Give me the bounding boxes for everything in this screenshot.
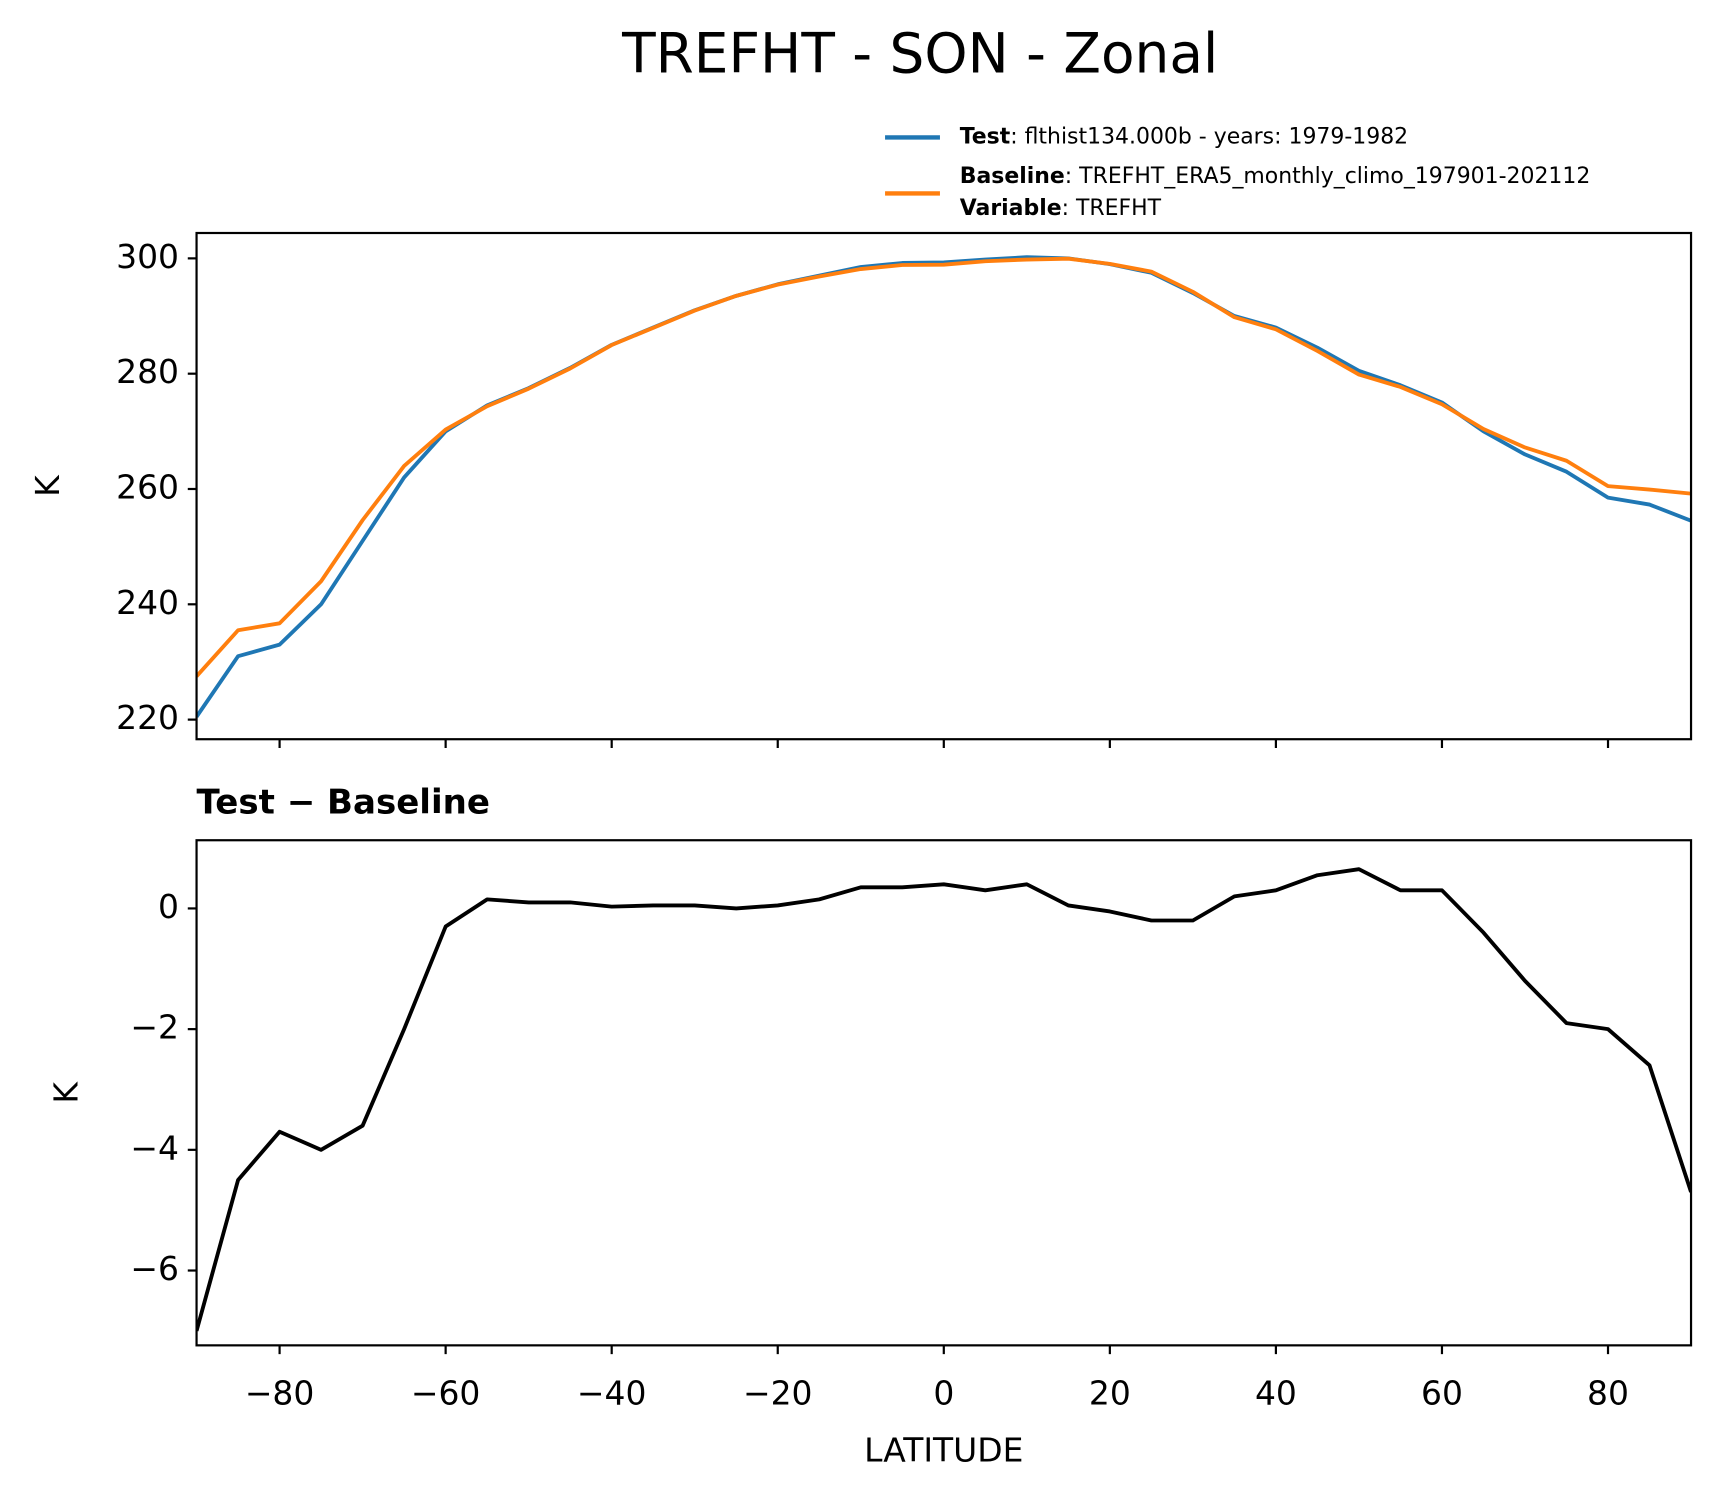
legend-note-text: : TREFHT: [1062, 196, 1162, 221]
subplot-title: Test − Baseline: [197, 783, 490, 823]
x-tick-label: −60: [411, 1373, 481, 1412]
legend-text: : TREFHT_ERA5_monthly_climo_197901-20211…: [1065, 164, 1591, 189]
y-tick-label: 280: [116, 352, 179, 391]
x-tick-label: 20: [1089, 1373, 1131, 1412]
y-axis-label: K: [28, 474, 67, 497]
legend-label: Test: flthist134.000b - years: 1979-1982: [960, 124, 1408, 149]
chart-title: TREFHT - SON - Zonal: [621, 21, 1218, 85]
legend-note: Variable: TREFHT: [960, 196, 1162, 221]
x-tick-label: −20: [743, 1373, 813, 1412]
data-line: [196, 255, 1692, 718]
y-tick-label: 220: [116, 698, 179, 737]
y-tick-label: −6: [130, 1249, 179, 1288]
data-line: [196, 867, 1692, 1332]
legend-text: : flthist134.000b - years: 1979-1982: [1010, 124, 1408, 149]
y-tick-label: 0: [158, 887, 179, 926]
axes-frame: [195, 839, 1693, 1347]
x-tick-label: −40: [577, 1373, 647, 1412]
x-tick-label: 0: [933, 1373, 954, 1412]
x-tick-label: −80: [245, 1373, 315, 1412]
legend-label: Baseline: TREFHT_ERA5_monthly_climo_1979…: [960, 164, 1591, 189]
y-tick-label: −2: [130, 1008, 179, 1047]
x-tick-label: 60: [1421, 1373, 1463, 1412]
legend-name: Test: [960, 124, 1011, 149]
data-line: [196, 256, 1692, 678]
x-tick-label: 40: [1255, 1373, 1297, 1412]
y-tick-label: 260: [116, 467, 179, 506]
y-tick-label: 240: [116, 583, 179, 622]
legend-name: Baseline: [960, 164, 1065, 189]
legend-note-name: Variable: [960, 196, 1062, 221]
y-tick-label: −4: [130, 1128, 179, 1167]
y-tick-label: 300: [116, 237, 179, 276]
y-axis-label: K: [47, 1081, 86, 1104]
x-tick-label: 80: [1587, 1373, 1629, 1412]
axes-frame: [195, 231, 1693, 741]
x-axis-label: LATITUDE: [864, 1430, 1023, 1469]
